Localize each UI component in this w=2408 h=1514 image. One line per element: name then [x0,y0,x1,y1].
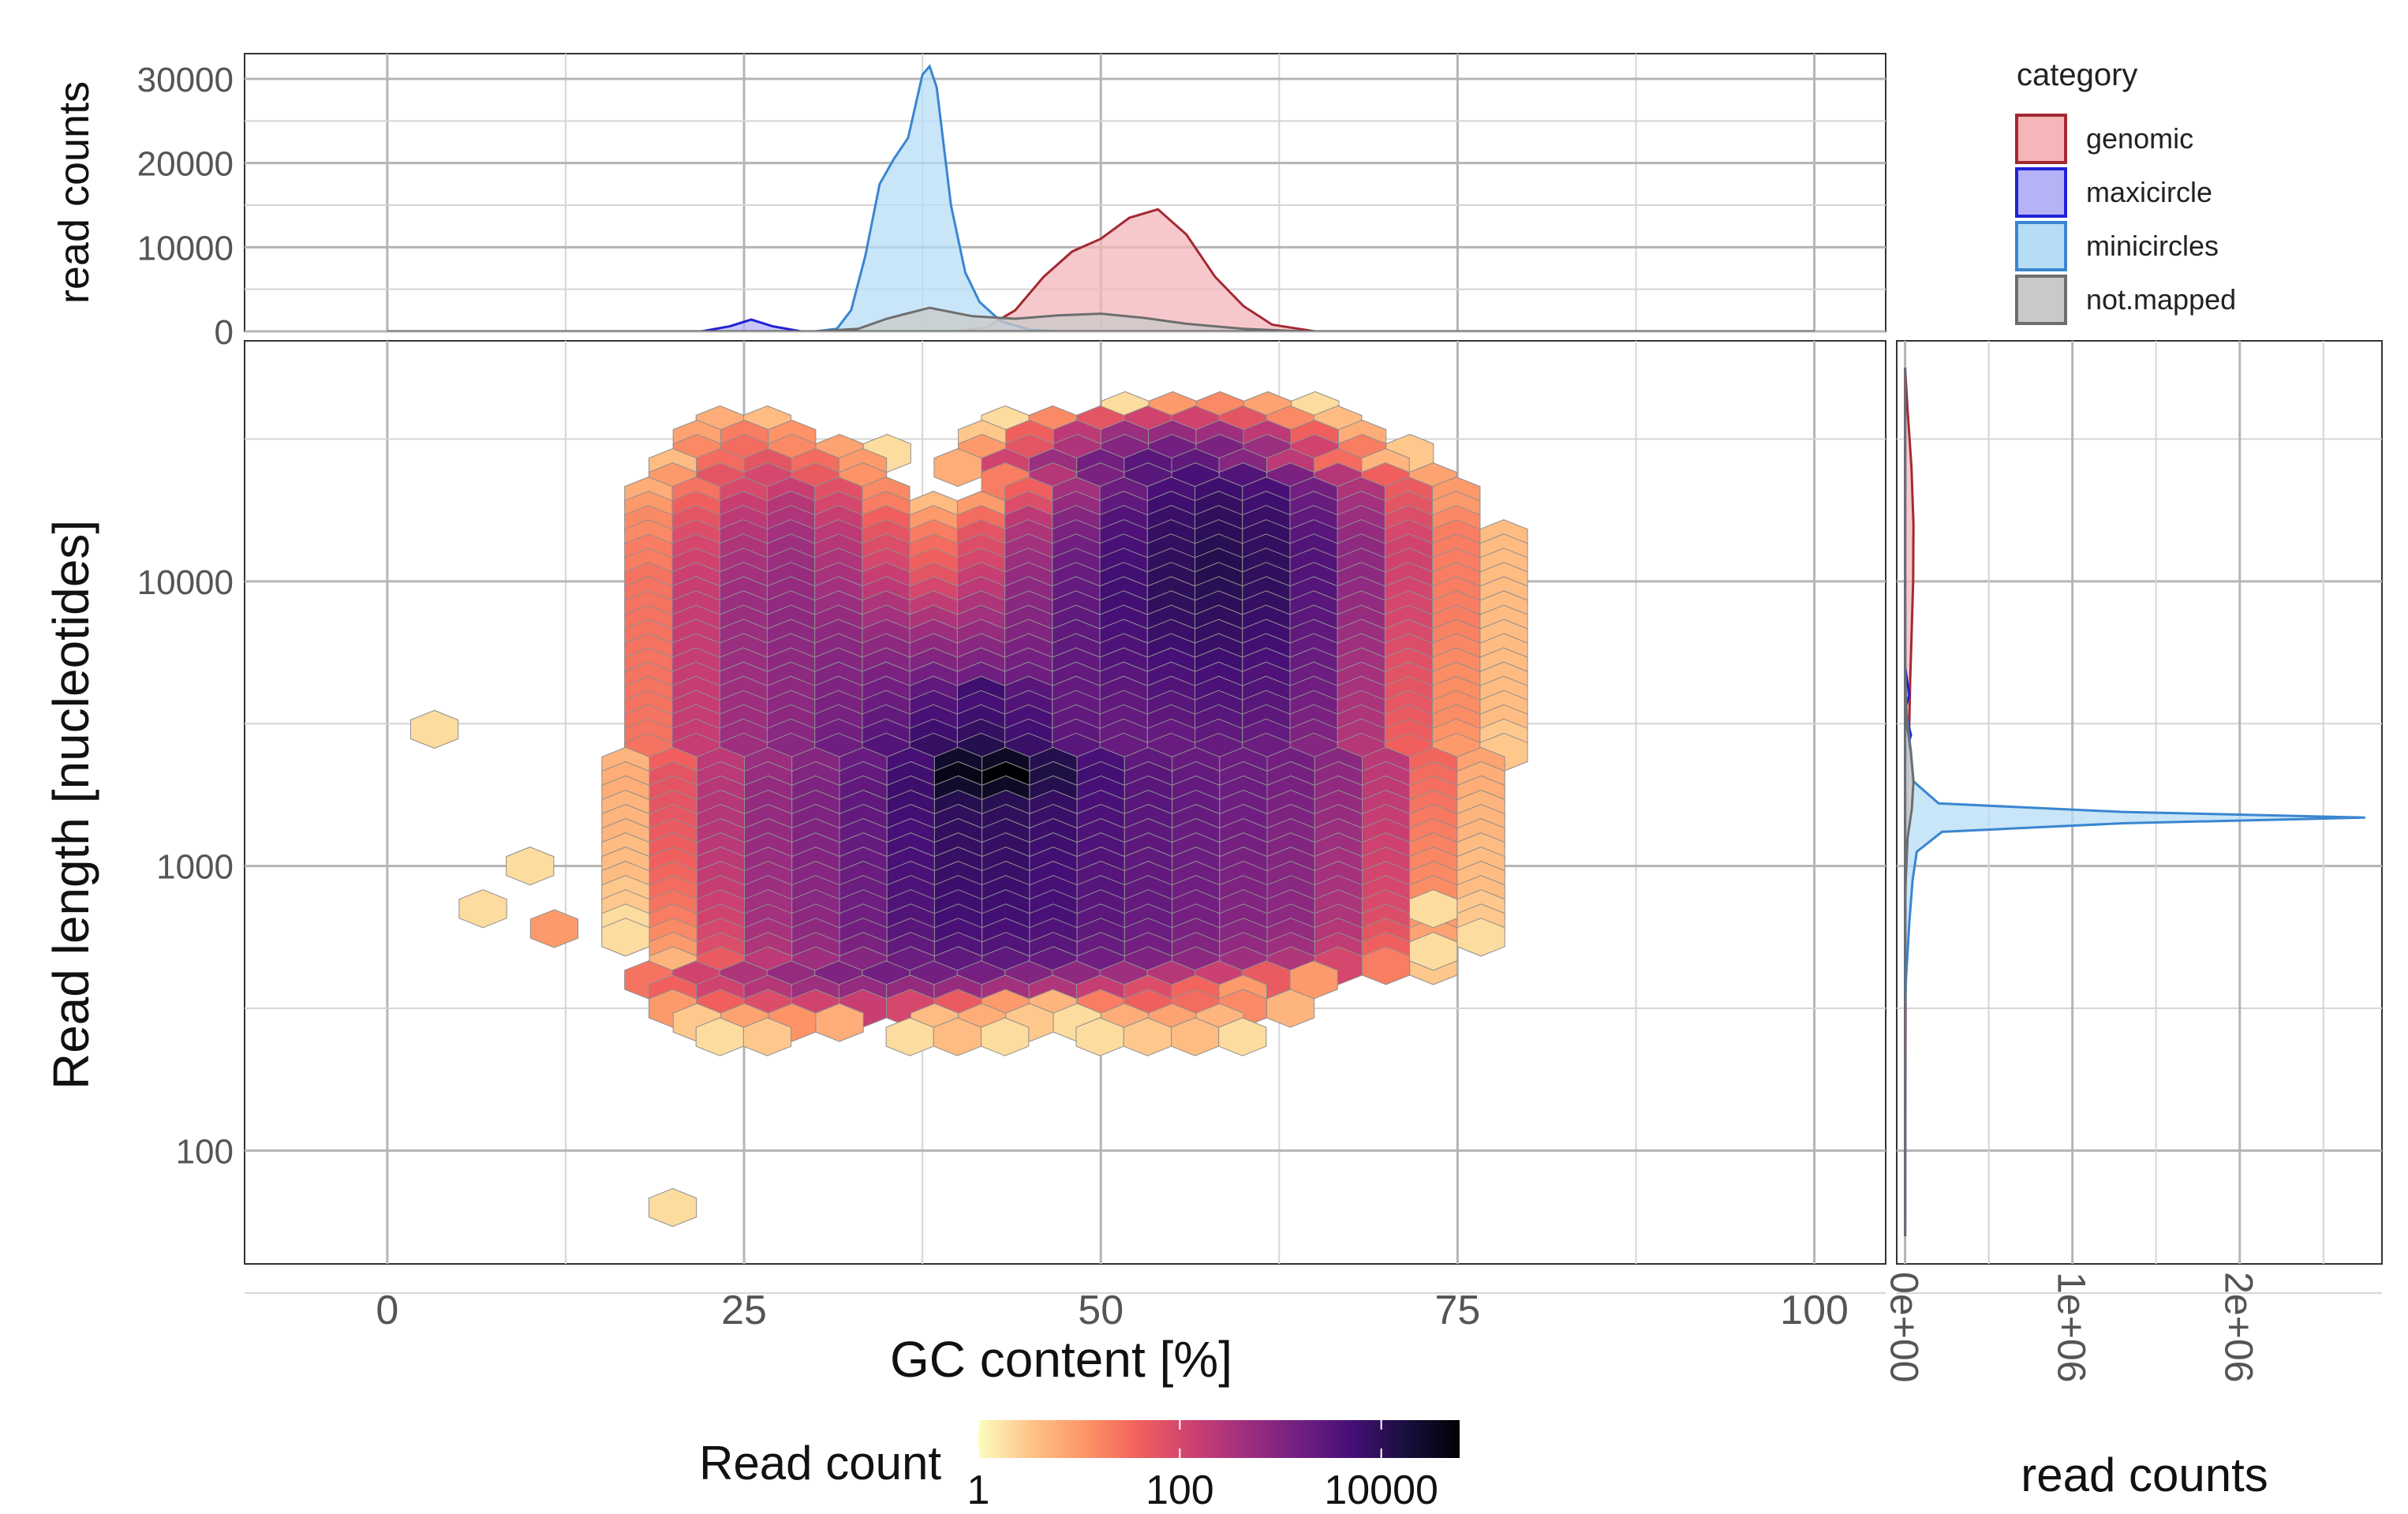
top-density-maxicircle [387,318,1815,331]
x-tick-label: 50 [1078,1288,1124,1333]
top-density-not.mapped [387,306,1815,331]
hexbin-panel: 0 25 50 75 100 100 1000 10000 GC content [%] R… [43,340,1886,1388]
main-x-tick-labels: 0 25 50 75 100 [376,1288,1849,1333]
hexbin-cell [409,709,459,750]
top-density-areas [387,64,1815,331]
hexbin-cell [981,1017,1030,1056]
top-y-tick-label: 10000 [137,229,234,267]
legend-items: genomic maxicircle minicircles not.mapped [2015,114,2236,325]
x-axis-title: GC content [%] [890,1331,1232,1388]
legend-title: category [2017,58,2137,92]
hexbin-cell [649,1187,697,1228]
hexbin-cell [815,1003,864,1042]
colorbar-title: Read count [699,1437,941,1490]
top-y-tick-label: 0 [215,313,234,352]
y-tick-label: 1000 [156,848,234,887]
read-count-colorbar: Read count 1 100 10000 [699,1420,1460,1513]
y-tick-label: 100 [176,1132,234,1171]
x-tick-label: 0 [376,1288,398,1333]
hexbin-cells [409,391,1528,1228]
legend-label-maxicircle: maxicircle [2086,176,2212,208]
right-x-tick-labels: 0e+00 1e+06 2e+06 [1883,1272,2261,1382]
right-x-tick-label: 0e+00 [1883,1272,1927,1382]
colorbar-gradient [978,1420,1460,1458]
right-density-not.mapped [1904,368,1915,1236]
legend-swatch-minicircles [2015,221,2067,271]
legend-label-not.mapped: not.mapped [2086,283,2236,316]
hexbin-cell [506,847,555,886]
legend-label-genomic: genomic [2086,122,2193,155]
top-y-tick-labels: 0 10000 20000 30000 [137,61,234,352]
main-y-tick-labels: 100 1000 10000 [137,563,234,1172]
category-legend: category genomic maxicircle minicircles not… [2015,58,2236,325]
legend-swatch-genomic [2015,114,2067,164]
hexbin-cell [1409,889,1458,929]
right-density-panel: 0e+00 1e+06 2e+06 read counts [1883,340,2383,1501]
y-tick-label: 10000 [137,563,234,602]
top-y-axis-title: read counts [50,81,98,304]
colorbar-ticks: 1 100 10000 [967,1420,1438,1513]
hexbin-cell [1409,932,1458,971]
hexbin-cell [1218,1017,1267,1056]
hexbin-cell [742,1017,792,1056]
top-density-panel: 0 10000 20000 30000 read counts [50,53,1886,352]
y-axis-title: Read length [nucleotides] [43,520,99,1090]
legend-swatch-maxicircle [2015,167,2067,218]
legend-label-minicircles: minicircles [2086,230,2219,262]
hexbin-cell [529,909,579,948]
right-x-tick-label: 2e+06 [2217,1272,2261,1382]
x-tick-label: 100 [1780,1288,1849,1333]
top-y-tick-label: 20000 [137,145,234,184]
hexbin-cell [1456,918,1505,957]
x-tick-label: 75 [1434,1288,1480,1333]
x-tick-label: 25 [721,1288,767,1333]
right-x-tick-label: 1e+06 [2050,1272,2094,1382]
hexbin-cell [1266,989,1315,1028]
right-panel-background [1896,340,2383,1265]
colorbar-tick-label: 1 [967,1467,990,1513]
right-density-areas [1904,368,2365,1236]
legend-swatch-not.mapped [2015,275,2067,325]
colorbar-tick-label: 100 [1146,1467,1214,1513]
top-y-tick-label: 30000 [137,61,234,99]
hexbin-cell [458,889,507,929]
colorbar-tick-label: 10000 [1324,1467,1438,1513]
right-x-axis-title: read counts [2021,1449,2268,1501]
